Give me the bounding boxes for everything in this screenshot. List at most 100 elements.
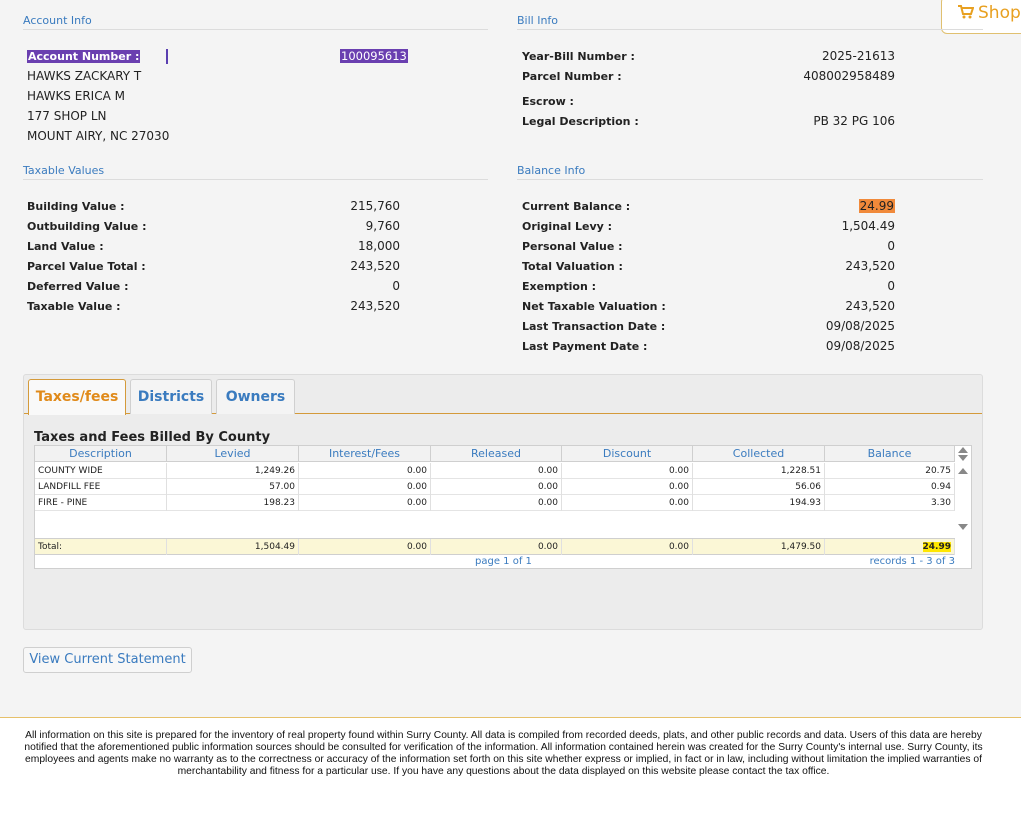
tabs-panel: Taxes/fees Districts Owners Taxes and Fe… [23, 374, 983, 630]
account-number-value: 100095613 [340, 49, 408, 63]
cell-levied: 57.00 [167, 479, 299, 495]
cell-balance: 0.94 [825, 479, 955, 495]
view-current-statement-button[interactable]: View Current Statement [23, 647, 192, 673]
original-levy-label: Original Levy : [522, 220, 613, 233]
cell-levied: 1,249.26 [167, 463, 299, 479]
year-bill-label: Year-Bill Number : [522, 50, 635, 63]
building-value: 215,760 [350, 199, 400, 213]
cell-balance: 3.30 [825, 495, 955, 511]
taxes-grid: Description Levied Interest/Fees Release… [34, 445, 972, 569]
deferred-value-label: Deferred Value : [27, 280, 129, 293]
cell-interest: 0.00 [299, 495, 431, 511]
account-number-label: Account Number : [27, 50, 141, 63]
cart-icon [958, 5, 974, 19]
cell-interest: 0.00 [299, 463, 431, 479]
cell-released: 0.00 [431, 495, 562, 511]
page-info: page 1 of 1 [475, 556, 532, 567]
footer: All information on this site is prepared… [0, 717, 1021, 814]
cell-discount: 0.00 [562, 495, 693, 511]
table-row[interactable]: COUNTY WIDE 1,249.26 0.00 0.00 0.00 1,22… [35, 463, 955, 479]
total-collected: 1,479.50 [693, 539, 825, 555]
column-header[interactable]: Released [431, 446, 562, 462]
grid-scrollbar[interactable] [955, 446, 971, 556]
land-value: 18,000 [358, 239, 400, 253]
net-taxable-valuation-value: 243,520 [845, 299, 895, 313]
parcel-value-total: 243,520 [350, 259, 400, 273]
cell-discount: 0.00 [562, 479, 693, 495]
total-balance: 24.99 [922, 542, 951, 552]
outbuilding-value-label: Outbuilding Value : [27, 220, 147, 233]
owner-name-2: HAWKS ERICA M [27, 89, 125, 103]
personal-value: 0 [887, 239, 895, 253]
personal-value-label: Personal Value : [522, 240, 623, 253]
scroll-down-icon[interactable] [958, 524, 968, 530]
total-interest: 0.00 [299, 539, 431, 555]
exemption-value: 0 [887, 279, 895, 293]
cell-description: COUNTY WIDE [35, 463, 167, 479]
total-balance-cell: 24.99 [825, 539, 955, 555]
footer-disclaimer: All information on this site is prepared… [24, 730, 983, 777]
tab-owners[interactable]: Owners [216, 379, 295, 414]
bill-info-title: Bill Info [517, 14, 983, 30]
taxable-value-label: Taxable Value : [27, 300, 121, 313]
tab-strip: Taxes/fees Districts Owners [24, 375, 982, 415]
total-released: 0.00 [431, 539, 562, 555]
land-value-label: Land Value : [27, 240, 104, 253]
total-discount: 0.00 [562, 539, 693, 555]
sort-down-icon[interactable] [958, 455, 968, 461]
taxable-value: 243,520 [350, 299, 400, 313]
last-transaction-date-label: Last Transaction Date : [522, 320, 666, 333]
cell-released: 0.00 [431, 463, 562, 479]
deferred-value: 0 [392, 279, 400, 293]
account-info-title: Account Info [23, 14, 488, 30]
last-payment-date-value: 09/08/2025 [825, 339, 895, 353]
table-row[interactable]: FIRE - PINE 198.23 0.00 0.00 0.00 194.93… [35, 495, 955, 511]
total-levied: 1,504.49 [167, 539, 299, 555]
column-header[interactable]: Discount [562, 446, 693, 462]
text-cursor [166, 49, 168, 64]
total-row: Total: 1,504.49 0.00 0.00 0.00 1,479.50 … [35, 538, 955, 555]
escrow-label: Escrow : [522, 95, 574, 108]
column-header[interactable]: Balance [825, 446, 955, 462]
last-transaction-date-value: 09/08/2025 [825, 319, 895, 333]
owner-name-1: HAWKS ZACKARY T [27, 69, 142, 83]
cell-released: 0.00 [431, 479, 562, 495]
records-info: records 1 - 3 of 3 [869, 556, 955, 567]
cell-collected: 1,228.51 [693, 463, 825, 479]
column-header[interactable]: Interest/Fees [299, 446, 431, 462]
parcel-value-total-label: Parcel Value Total : [27, 260, 146, 273]
shop-label: Shop [978, 3, 1021, 23]
cell-collected: 56.06 [693, 479, 825, 495]
scroll-up-icon[interactable] [958, 468, 968, 474]
legal-description-label: Legal Description : [522, 115, 639, 128]
cell-collected: 194.93 [693, 495, 825, 511]
original-levy-value: 1,504.49 [841, 219, 895, 233]
tab-taxes-fees[interactable]: Taxes/fees [28, 379, 126, 415]
year-bill-value: 2025-21613 [821, 49, 895, 63]
table-row[interactable]: LANDFILL FEE 57.00 0.00 0.00 0.00 56.06 … [35, 479, 955, 495]
column-header[interactable]: Levied [167, 446, 299, 462]
column-header[interactable]: Description [35, 446, 167, 462]
address-line-1: 177 SHOP LN [27, 109, 107, 123]
net-taxable-valuation-label: Net Taxable Valuation : [522, 300, 666, 313]
grid-header: Description Levied Interest/Fees Release… [35, 446, 955, 462]
total-valuation-value: 243,520 [845, 259, 895, 273]
parcel-number-label: Parcel Number : [522, 70, 622, 83]
cell-levied: 198.23 [167, 495, 299, 511]
cell-balance: 20.75 [825, 463, 955, 479]
outbuilding-value: 9,760 [365, 219, 400, 233]
tab-districts[interactable]: Districts [130, 379, 212, 414]
balance-info-title: Balance Info [517, 164, 983, 180]
exemption-label: Exemption : [522, 280, 597, 293]
column-header[interactable]: Collected [693, 446, 825, 462]
cell-discount: 0.00 [562, 463, 693, 479]
shop-button[interactable]: Shop [941, 0, 1021, 34]
total-valuation-label: Total Valuation : [522, 260, 623, 273]
sort-up-icon[interactable] [958, 447, 968, 453]
cell-description: LANDFILL FEE [35, 479, 167, 495]
taxable-values-title: Taxable Values [23, 164, 488, 180]
building-value-label: Building Value : [27, 200, 125, 213]
current-balance-value: 24.99 [858, 199, 895, 213]
last-payment-date-label: Last Payment Date : [522, 340, 648, 353]
cell-interest: 0.00 [299, 479, 431, 495]
